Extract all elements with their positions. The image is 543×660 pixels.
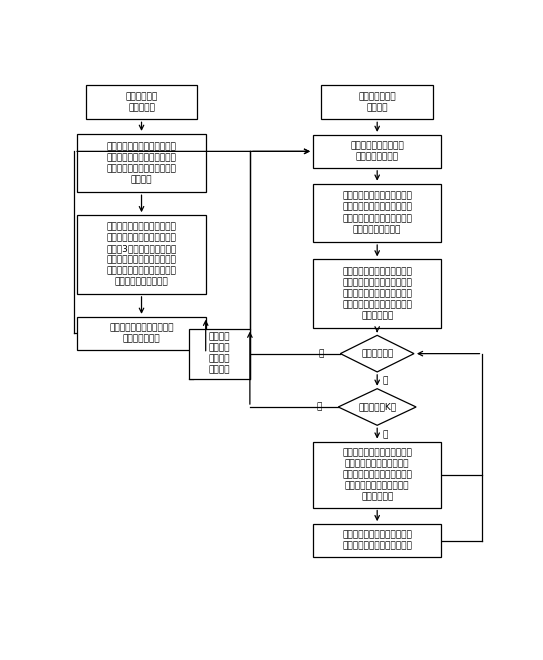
- FancyBboxPatch shape: [189, 329, 250, 379]
- FancyBboxPatch shape: [313, 442, 441, 508]
- Text: 是否已匹配K次: 是否已匹配K次: [358, 403, 396, 411]
- Text: 在该帧的监测平滑图像中标记
出各个监测点位置区域，进而
建立该帧待观测危岩监测图像
的危岩监测图像模型: 在该帧的监测平滑图像中标记 出各个监测点位置区域，进而 建立该帧待观测危岩监测图…: [342, 191, 412, 234]
- FancyBboxPatch shape: [86, 84, 197, 119]
- Text: 采集待观测危岩
监测图像: 采集待观测危岩 监测图像: [358, 92, 396, 112]
- FancyBboxPatch shape: [321, 84, 433, 119]
- Text: 转换为背景灰度图像进行图像
边缘检测处理，得到背景灰度
图像中待观测危岩的目标对象
位置区域: 转换为背景灰度图像进行图像 边缘检测处理，得到背景灰度 图像中待观测危岩的目标对…: [106, 142, 176, 184]
- FancyBboxPatch shape: [313, 135, 441, 168]
- Text: 确定背景平滑图像中待观测危
岩的目标对象位置区域，且指
定至少3个监测点位置区域，
记录各个监测点位置区域的区
域图像坐标，并建立安全状态
下的危岩背景图像模型: 确定背景平滑图像中待观测危 岩的目标对象位置区域，且指 定至少3个监测点位置区域…: [106, 222, 176, 287]
- Text: 从背景模型数据库中提取此前
一个存入的危岩背景图像模
型，对该帧待观测危岩监测图
像的危岩监测图像模型进行
背景匹配处理: 从背景模型数据库中提取此前 一个存入的危岩背景图像模 型，对该帧待观测危岩监测图…: [342, 448, 412, 502]
- Text: 否: 否: [382, 430, 388, 439]
- FancyBboxPatch shape: [77, 317, 206, 350]
- Text: 是否匹配成功: 是否匹配成功: [361, 349, 393, 358]
- Polygon shape: [338, 389, 416, 425]
- FancyBboxPatch shape: [77, 134, 206, 192]
- Text: 是: 是: [317, 403, 322, 411]
- Text: 是: 是: [319, 349, 324, 358]
- Text: 作为危岩背景图像模型存入
背景模型数据库: 作为危岩背景图像模型存入 背景模型数据库: [109, 323, 174, 343]
- Polygon shape: [340, 335, 414, 372]
- Text: 判定当前
待观测危
岩区域为
安全状态: 判定当前 待观测危 岩区域为 安全状态: [209, 333, 230, 375]
- Text: 否: 否: [382, 377, 388, 385]
- Text: 提取一帧待观测危岩监
测图像进行预处理: 提取一帧待观测危岩监 测图像进行预处理: [350, 141, 404, 162]
- Text: 从背景模型数据库中提取当前
最新存入的一个危岩背景图像
模型，对该帧待观测危岩监测
图像的危岩监测图像模型进行
背景匹配处理: 从背景模型数据库中提取当前 最新存入的一个危岩背景图像 模型，对该帧待观测危岩监…: [342, 267, 412, 320]
- FancyBboxPatch shape: [313, 183, 441, 242]
- FancyBboxPatch shape: [77, 215, 206, 294]
- FancyBboxPatch shape: [313, 524, 441, 557]
- FancyBboxPatch shape: [313, 259, 441, 328]
- Text: 判定当前待观测危岩区域发生
危岩位移，执行危岩位移报警: 判定当前待观测危岩区域发生 危岩位移，执行危岩位移报警: [342, 531, 412, 550]
- Text: 采集背景图像
进行预处理: 采集背景图像 进行预处理: [125, 92, 157, 112]
